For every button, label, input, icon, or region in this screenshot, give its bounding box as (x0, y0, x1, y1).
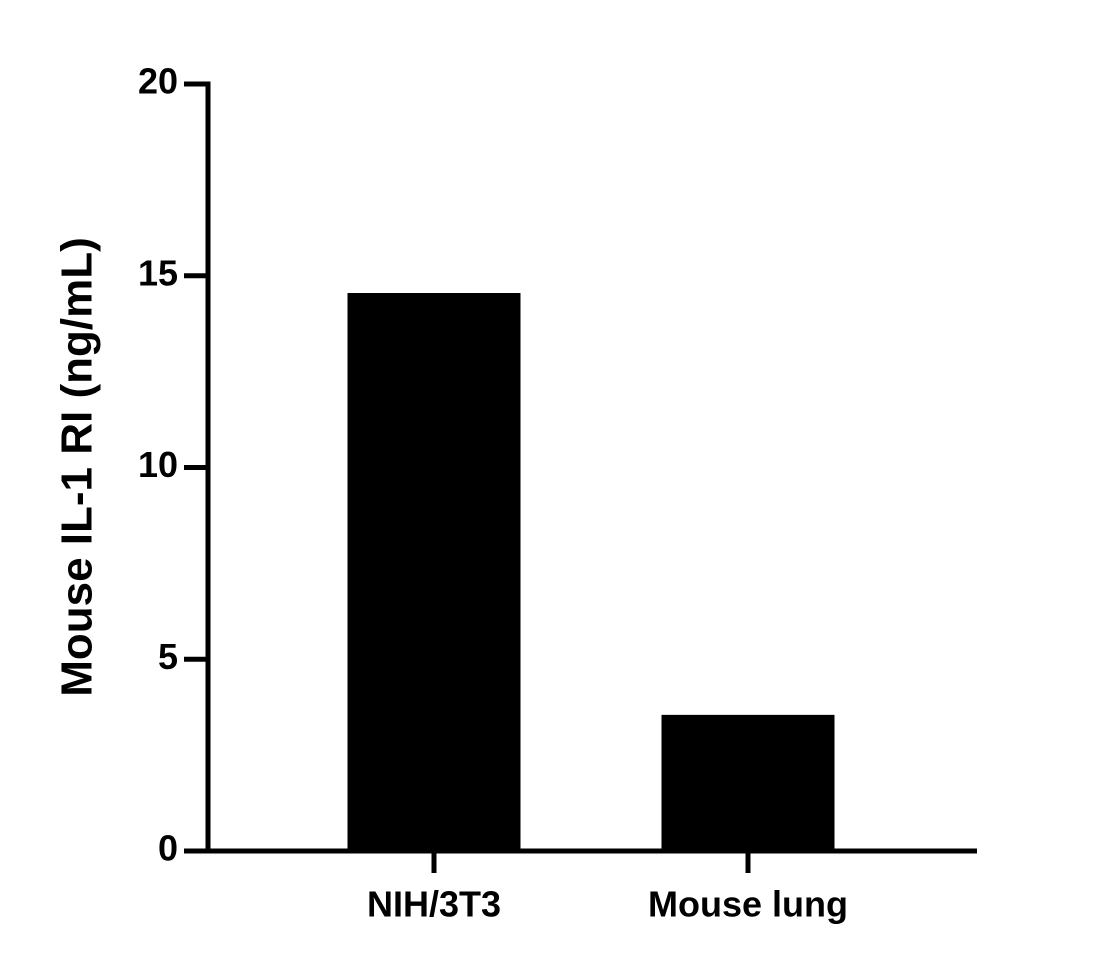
y-tick-label: 10 (138, 444, 178, 485)
x-tick-label: NIH/3T3 (367, 884, 501, 925)
y-axis-label: Mouse IL-1 RI (ng/mL) (53, 237, 102, 697)
bar (347, 293, 521, 851)
bar (661, 714, 835, 851)
y-tick-label: 0 (158, 828, 178, 869)
y-tick-label: 20 (138, 61, 178, 102)
x-tick-label: Mouse lung (648, 884, 848, 925)
y-tick-label: 15 (138, 252, 178, 293)
y-tick-label: 5 (158, 636, 178, 677)
